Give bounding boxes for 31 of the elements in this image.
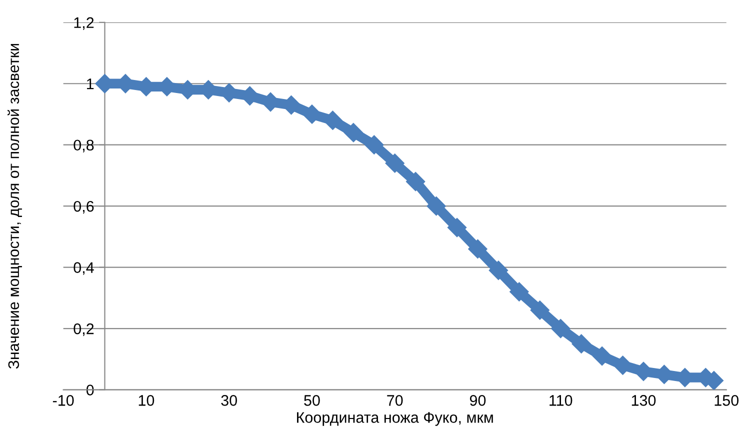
x-tick-label: 150: [714, 395, 739, 406]
point: [364, 135, 384, 154]
point: [468, 239, 488, 258]
x-tick-label: 30: [221, 395, 237, 406]
point: [426, 196, 446, 216]
point: [572, 334, 591, 354]
point: [488, 260, 508, 280]
x-axis-title: Координата ножа Фуко, мкм: [297, 412, 493, 426]
point: [344, 123, 363, 142]
x-tick-label: 130: [632, 395, 656, 406]
y-tick-label: 1: [87, 78, 94, 90]
y-tick-label: 0: [86, 384, 94, 396]
y-tick-label: 0,8: [74, 140, 94, 152]
point: [385, 154, 404, 173]
point: [551, 319, 570, 338]
y-tick-label: 0,4: [74, 262, 94, 275]
y-tick-label: 0,6: [74, 200, 94, 214]
x-tick-label: -10: [52, 395, 74, 406]
x-tick-label: 110: [550, 395, 572, 406]
point: [530, 300, 550, 320]
y-axis-title: Значение мощности, доля от полной засветки: [8, 44, 22, 369]
x-tick-label: 90: [470, 395, 486, 406]
point: [510, 282, 529, 302]
x-tick-label: 50: [304, 395, 320, 406]
y-tick-label: 1,2: [74, 17, 94, 30]
x-tick-label: 70: [387, 395, 403, 406]
point: [406, 172, 426, 192]
point: [592, 346, 612, 366]
x-tick-label: 10: [138, 395, 154, 406]
y-tick-label: 0,2: [74, 323, 94, 336]
point: [447, 218, 467, 238]
